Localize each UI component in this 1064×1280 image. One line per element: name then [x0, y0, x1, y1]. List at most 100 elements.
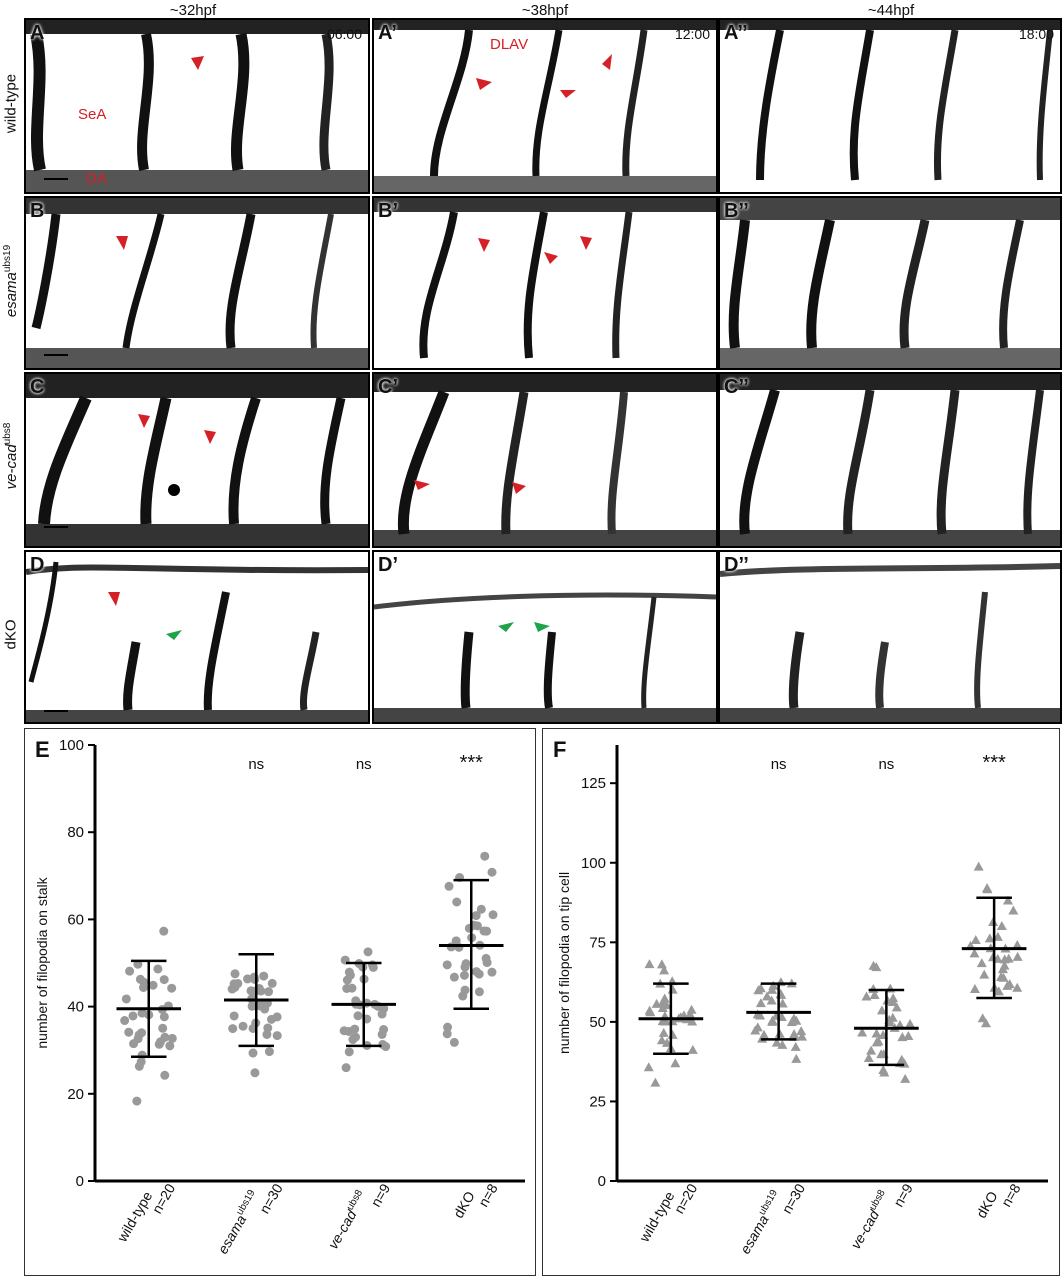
data-point — [452, 897, 462, 907]
data-point — [979, 969, 990, 979]
micrograph-panel-B-double-prime: B’’ — [718, 196, 1062, 370]
timestamp: 12:00 — [674, 26, 710, 42]
x-tick-label: esamaubs19 — [736, 1188, 786, 1257]
data-point — [132, 1096, 142, 1106]
panel-label: A’’ — [724, 22, 748, 44]
vessel-image — [374, 20, 716, 192]
row-label-dko: dKO — [2, 619, 20, 650]
x-tick-label-sup: ubs8 — [867, 1188, 888, 1213]
annotation-dlav: DLAV — [490, 36, 529, 53]
data-point — [755, 998, 766, 1008]
data-point — [120, 1016, 130, 1026]
micrograph-panel-C: C — [24, 372, 370, 548]
data-point — [789, 1029, 800, 1039]
data-point — [449, 972, 459, 982]
data-point — [442, 1029, 452, 1039]
micrograph-panel-B-prime: B’ — [372, 196, 718, 370]
x-tick-label-sup: ubs19 — [757, 1188, 780, 1217]
data-point — [247, 1001, 257, 1011]
data-point — [878, 1065, 889, 1075]
data-point — [444, 881, 454, 891]
data-point — [687, 1044, 698, 1054]
data-point — [350, 1024, 360, 1034]
data-point — [459, 970, 469, 980]
y-axis-label: number of filopodia on tip cell — [556, 872, 572, 1054]
row-label-esama: esamaubs19 — [2, 244, 20, 318]
data-point — [896, 1054, 907, 1064]
annotation-sea: SeA — [78, 106, 107, 123]
data-point — [894, 1019, 905, 1029]
micrograph-panel-D-prime: D’ — [372, 550, 718, 724]
data-point — [657, 1003, 668, 1013]
timestamp: 06:00 — [326, 26, 362, 42]
data-point — [992, 931, 1003, 941]
scale-bar — [44, 354, 68, 356]
micrograph-panel-A-prime: A’ 12:00 DLAV — [372, 18, 718, 194]
data-point — [863, 1052, 874, 1062]
x-tick-label: dKO — [450, 1188, 478, 1220]
data-point — [651, 998, 662, 1008]
data-point — [771, 1037, 782, 1047]
data-point — [488, 910, 498, 920]
data-point — [762, 991, 773, 1001]
column-title: ~32hpf — [169, 2, 217, 19]
chart-panel-E: E 0 20 40 60 80 100 number of filopodia on stal… — [24, 728, 536, 1276]
data-point — [984, 933, 995, 943]
data-point — [871, 1037, 882, 1047]
panel-label: C’ — [378, 376, 398, 398]
scale-bar — [44, 526, 68, 528]
data-point — [657, 1016, 668, 1026]
data-point — [876, 1005, 887, 1015]
data-point — [159, 1012, 169, 1022]
panel-label: A’ — [378, 22, 397, 44]
x-tick-n: n=8 — [998, 1181, 1024, 1210]
data-point — [644, 959, 655, 969]
data-point — [903, 1031, 914, 1041]
panel-label: E — [35, 737, 50, 762]
y-tick-label: 20 — [67, 1086, 84, 1103]
panel-label: C’’ — [724, 376, 749, 398]
micrograph-panel-C-double-prime: C’’ — [718, 372, 1062, 548]
timestamp: 18:00 — [1018, 26, 1054, 42]
data-point — [238, 1021, 248, 1031]
data-point — [167, 1033, 177, 1043]
significance-label: *** — [982, 752, 1006, 774]
scale-bar — [44, 178, 68, 180]
vessel-image — [26, 374, 368, 546]
data-point — [767, 1015, 778, 1025]
vessel-image — [26, 198, 368, 368]
vessel-image — [720, 20, 1060, 181]
annotation-da: DA — [86, 170, 107, 187]
data-point — [1012, 939, 1023, 949]
y-tick-label: 75 — [589, 934, 606, 951]
data-point — [667, 1029, 678, 1039]
data-point — [1008, 905, 1019, 915]
data-point — [969, 948, 980, 958]
x-tick-label-group: ve-cadubs8 n=9 — [324, 1181, 394, 1252]
significance-label: ns — [356, 756, 372, 773]
data-point — [267, 978, 277, 988]
data-point — [1012, 951, 1023, 961]
vessel-image — [26, 561, 368, 722]
significance-label: ns — [771, 756, 787, 773]
significance-label: ns — [878, 756, 894, 773]
vessel-image — [374, 374, 716, 546]
vessel-image — [720, 198, 1060, 368]
data-point — [976, 958, 987, 968]
vessel-image — [720, 563, 1060, 722]
data-point — [377, 1009, 387, 1019]
data-point — [377, 1029, 387, 1039]
panel-label: D’’ — [724, 554, 749, 576]
data-point — [363, 947, 373, 957]
data-point — [458, 991, 468, 1001]
panel-label: F — [553, 737, 566, 762]
data-point — [969, 983, 980, 993]
data-point — [250, 974, 260, 984]
x-tick-label: ve-cadubs8 — [846, 1188, 893, 1252]
x-tick-label-sup: ubs19 — [235, 1188, 258, 1217]
data-point — [378, 1039, 388, 1049]
data-point — [345, 970, 355, 980]
x-tick-n: n=30 — [778, 1181, 808, 1216]
data-point — [900, 1073, 911, 1083]
data-point — [678, 1010, 689, 1020]
